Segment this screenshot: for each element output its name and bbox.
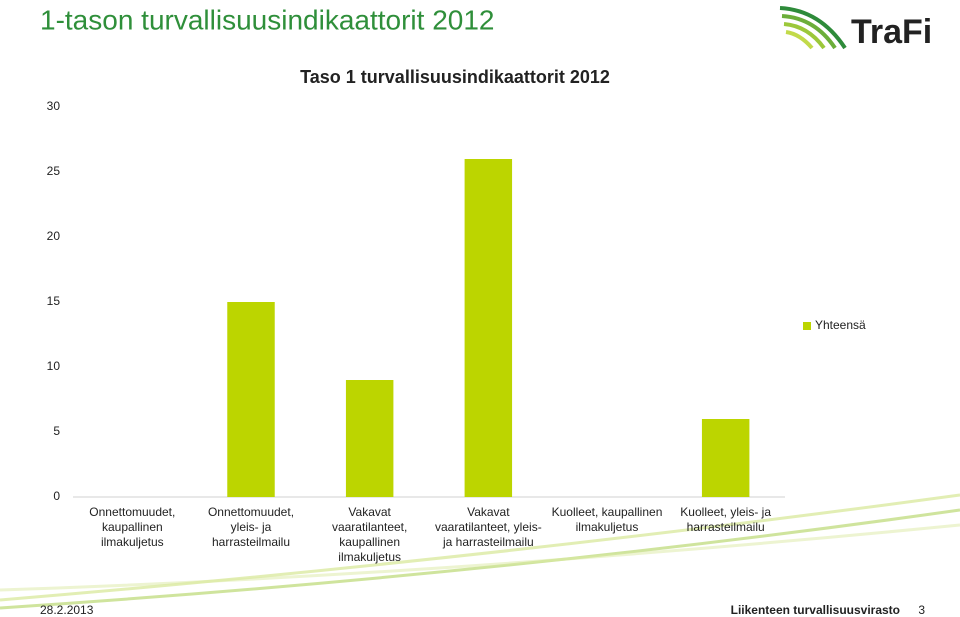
x-tick-label: Vakavat vaaratilanteet, yleis- ja harras… bbox=[434, 505, 542, 549]
bar bbox=[464, 159, 513, 497]
y-tick-label: 15 bbox=[47, 294, 61, 308]
y-tick-label: 20 bbox=[47, 229, 61, 243]
x-tick-label: Onnettomuudet, yleis- ja harrasteilmailu bbox=[207, 505, 295, 549]
legend-swatch bbox=[803, 322, 811, 330]
y-tick-label: 0 bbox=[53, 489, 60, 503]
bar bbox=[345, 380, 394, 497]
slide-title: 1-tason turvallisuusindikaattorit 2012 bbox=[40, 4, 494, 35]
x-tick-label: Kuolleet, kaupallinen ilmakuljetus bbox=[551, 505, 663, 534]
y-tick-label: 10 bbox=[47, 359, 61, 373]
x-tick-label: Kuolleet, yleis- ja harrasteilmailu bbox=[680, 505, 772, 534]
legend-label: Yhteensä bbox=[815, 318, 866, 332]
y-tick-label: 30 bbox=[47, 99, 61, 113]
footer-date: 28.2.2013 bbox=[40, 603, 94, 617]
decor bbox=[0, 6, 960, 610]
chart-title: Taso 1 turvallisuusindikaattorit 2012 bbox=[300, 67, 610, 87]
x-tick-label: Onnettomuudet, kaupallinen ilmakuljetus bbox=[89, 505, 176, 549]
x-tick-label: Vakavat vaaratilanteet, kaupallinen ilma… bbox=[331, 505, 408, 564]
bar bbox=[227, 302, 275, 497]
bar bbox=[701, 419, 750, 497]
y-tick-label: 5 bbox=[53, 424, 60, 438]
y-tick-label: 25 bbox=[47, 164, 61, 178]
footer-organization: Liikenteen turvallisuusvirasto bbox=[731, 603, 900, 617]
logo: TraFi bbox=[851, 13, 932, 51]
page-number: 3 bbox=[918, 603, 925, 617]
